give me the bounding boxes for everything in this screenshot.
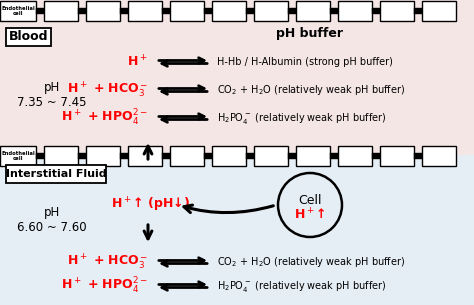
Bar (78, 8, 86, 14)
Text: CO$_2$ + H$_2$O (relatively weak pH buffer): CO$_2$ + H$_2$O (relatively weak pH buff… (217, 255, 405, 269)
Bar (246, 8, 254, 14)
Bar (254, 146, 288, 166)
Bar (330, 153, 338, 159)
Bar (372, 153, 380, 159)
Text: CO$_2$ + H$_2$O (relatively weak pH buffer): CO$_2$ + H$_2$O (relatively weak pH buff… (217, 83, 405, 97)
Text: H$^+$↑: H$^+$↑ (294, 207, 326, 223)
Bar (86, 146, 120, 166)
Bar (128, 1, 162, 21)
Text: H$_2$PO$_4^-$ (relatively weak pH buffer): H$_2$PO$_4^-$ (relatively weak pH buffer… (217, 110, 386, 125)
Text: H$^+$ + HCO$_3^-$: H$^+$ + HCO$_3^-$ (67, 253, 148, 271)
Bar (380, 146, 414, 166)
Text: Blood: Blood (9, 30, 48, 44)
Text: pH
6.60 ~ 7.60: pH 6.60 ~ 7.60 (17, 206, 87, 234)
Text: H$^+$ + HPO$_4^{2-}$: H$^+$ + HPO$_4^{2-}$ (61, 276, 148, 296)
Bar (330, 8, 338, 14)
Bar (162, 8, 170, 14)
Bar (128, 146, 162, 166)
Bar (288, 153, 296, 159)
Bar (414, 153, 422, 159)
Text: Endothelial
cell: Endothelial cell (1, 151, 35, 161)
Bar (0, 155, 474, 305)
Bar (296, 146, 330, 166)
Bar (254, 1, 288, 21)
Bar (78, 153, 86, 159)
Bar (6, 165, 106, 183)
Bar (380, 1, 414, 21)
Text: H$^+$ + HPO$_4^{2-}$: H$^+$ + HPO$_4^{2-}$ (61, 108, 148, 128)
Text: Endothelial
cell: Endothelial cell (1, 5, 35, 16)
Text: H-Hb / H-Albumin (strong pH buffer): H-Hb / H-Albumin (strong pH buffer) (217, 57, 393, 67)
Bar (170, 1, 204, 21)
Bar (0, 0, 474, 155)
Text: H$_2$PO$_4^-$ (relatively weak pH buffer): H$_2$PO$_4^-$ (relatively weak pH buffer… (217, 278, 386, 293)
Text: H$^+$: H$^+$ (128, 54, 148, 70)
Bar (44, 1, 78, 21)
Text: Interstitial Fluid: Interstitial Fluid (6, 169, 106, 179)
Bar (0, 1, 36, 21)
Bar (246, 153, 254, 159)
Bar (170, 146, 204, 166)
Bar (338, 146, 372, 166)
Text: pH buffer: pH buffer (276, 27, 344, 41)
Text: Cell: Cell (298, 193, 322, 206)
Bar (212, 1, 246, 21)
Bar (372, 8, 380, 14)
Bar (36, 8, 44, 14)
Bar (414, 8, 422, 14)
Bar (44, 146, 78, 166)
Bar (0, 146, 36, 166)
Bar (120, 153, 128, 159)
Bar (338, 1, 372, 21)
Bar (212, 146, 246, 166)
Bar (36, 153, 44, 159)
Bar (422, 146, 456, 166)
Bar (204, 153, 212, 159)
Bar (288, 8, 296, 14)
Bar (204, 8, 212, 14)
Bar (422, 1, 456, 21)
Bar (120, 8, 128, 14)
Text: pH
7.35 ~ 7.45: pH 7.35 ~ 7.45 (17, 81, 87, 109)
Text: H$^+$↑ (pH↓): H$^+$↑ (pH↓) (110, 196, 190, 214)
Text: H$^+$ + HCO$_3^-$: H$^+$ + HCO$_3^-$ (67, 81, 148, 99)
Bar (86, 1, 120, 21)
Bar (162, 153, 170, 159)
Bar (296, 1, 330, 21)
Bar (6, 28, 51, 46)
